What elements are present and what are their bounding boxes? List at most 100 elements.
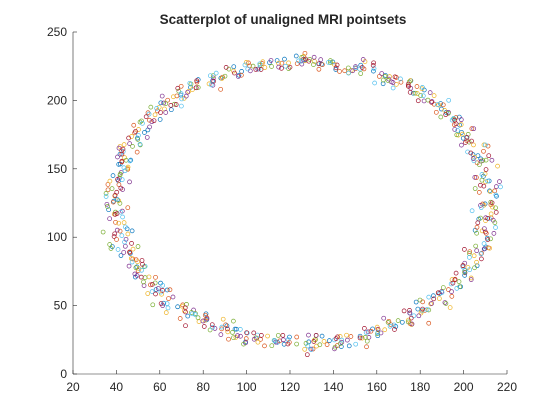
scatter-point bbox=[239, 72, 244, 78]
scatter-point bbox=[316, 61, 322, 67]
scatter-point bbox=[148, 104, 154, 110]
scatter-point bbox=[119, 233, 125, 238]
scatter-point bbox=[321, 339, 327, 344]
scatter-point bbox=[118, 253, 124, 258]
scatter-point bbox=[467, 254, 472, 260]
scatter-point bbox=[207, 327, 213, 333]
scatter-point bbox=[333, 65, 339, 71]
scatter-point bbox=[306, 332, 311, 338]
scatter-point bbox=[137, 141, 143, 147]
scatter-point bbox=[498, 184, 503, 190]
scatter-point bbox=[275, 333, 281, 338]
scatter-point bbox=[298, 58, 304, 64]
scatter-point bbox=[442, 300, 448, 305]
scatter-point bbox=[406, 83, 411, 89]
scatter-point bbox=[405, 319, 411, 325]
scatter-point bbox=[223, 322, 229, 328]
scatter-point bbox=[183, 93, 189, 99]
scatter-point bbox=[279, 60, 285, 66]
scatter-point bbox=[344, 332, 349, 338]
scatter-point bbox=[421, 98, 427, 104]
scatter-point bbox=[246, 60, 251, 66]
scatter-point bbox=[327, 338, 332, 344]
scatter-point bbox=[333, 336, 339, 341]
scatter-point bbox=[382, 327, 388, 333]
scatter-point bbox=[151, 118, 157, 124]
scatter-point bbox=[474, 230, 480, 236]
scatter-point bbox=[149, 119, 155, 125]
scatter-point bbox=[139, 267, 144, 273]
scatter-point bbox=[265, 333, 270, 339]
scatter-point bbox=[287, 64, 293, 70]
scatter-point bbox=[440, 102, 446, 108]
scatter-point bbox=[405, 81, 411, 87]
scatter-point bbox=[231, 318, 236, 324]
x-tick-label: 100 bbox=[237, 380, 257, 394]
scatter-point bbox=[225, 326, 230, 332]
scatter-point bbox=[303, 56, 308, 62]
scatter-point bbox=[239, 69, 244, 74]
scatter-point bbox=[409, 321, 415, 327]
scatter-point bbox=[398, 76, 403, 82]
scatter-point bbox=[119, 151, 125, 157]
scatter-point bbox=[287, 334, 292, 340]
scatter-point bbox=[447, 305, 453, 310]
scatter-point bbox=[269, 64, 274, 69]
scatter-point bbox=[114, 227, 120, 233]
scatter-point bbox=[491, 231, 497, 236]
scatter-point bbox=[127, 249, 132, 255]
scatter-point bbox=[368, 328, 374, 334]
scatter-point bbox=[486, 153, 492, 159]
scatter-point bbox=[116, 220, 122, 226]
scatter-point bbox=[474, 175, 479, 180]
scatter-point bbox=[276, 64, 282, 70]
scatter-point bbox=[129, 259, 135, 265]
scatter-point bbox=[218, 86, 224, 92]
scatter-point bbox=[243, 336, 249, 341]
scatter-point bbox=[485, 178, 490, 184]
scatter-point bbox=[364, 338, 370, 344]
scatter-point bbox=[153, 287, 159, 292]
scatter-point bbox=[381, 315, 387, 321]
scatter-point bbox=[302, 346, 308, 352]
scatter-point bbox=[346, 343, 352, 349]
scatter-point bbox=[147, 117, 152, 123]
y-tick-label: 0 bbox=[60, 367, 67, 381]
scatter-point bbox=[294, 341, 299, 347]
scatter-point bbox=[387, 74, 392, 79]
scatter-point bbox=[187, 80, 193, 86]
scatter-point bbox=[350, 68, 356, 74]
scatter-point bbox=[429, 301, 434, 306]
scatter-point bbox=[219, 326, 225, 332]
scatter-point bbox=[414, 91, 420, 96]
scatter-point bbox=[196, 319, 202, 324]
scatter-point bbox=[387, 323, 393, 329]
scatter-point bbox=[115, 177, 120, 182]
scatter-point bbox=[492, 220, 498, 225]
scatter-point bbox=[401, 308, 407, 314]
scatter-point bbox=[121, 250, 127, 255]
scatter-point bbox=[481, 241, 487, 246]
scatter-point bbox=[242, 62, 248, 68]
scatter-point bbox=[133, 129, 138, 134]
scatter-point bbox=[417, 297, 423, 303]
scatter-point bbox=[118, 185, 124, 191]
scatter-point bbox=[488, 211, 494, 217]
scatter-point bbox=[122, 168, 128, 174]
scatter-point bbox=[195, 85, 201, 90]
scatter-point bbox=[371, 66, 377, 71]
scatter-point bbox=[235, 333, 240, 338]
scatter-point bbox=[359, 335, 365, 341]
scatter-point bbox=[469, 126, 475, 131]
scatter-point bbox=[420, 85, 425, 90]
scatter-point bbox=[209, 322, 215, 328]
scatter-point bbox=[357, 335, 363, 341]
scatter-point bbox=[160, 288, 165, 293]
scatter-point bbox=[283, 63, 288, 69]
scatter-point bbox=[377, 74, 382, 79]
scatter-point bbox=[125, 231, 131, 237]
scatter-point bbox=[126, 135, 131, 141]
y-tick-label: 150 bbox=[47, 162, 67, 176]
scatter-point bbox=[372, 80, 377, 86]
scatter-point bbox=[433, 109, 439, 115]
